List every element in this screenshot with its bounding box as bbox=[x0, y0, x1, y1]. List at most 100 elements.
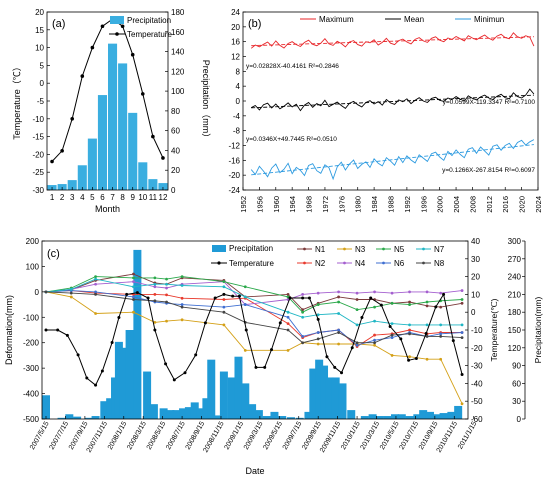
temperature-point bbox=[254, 365, 258, 369]
deformation-line-n1 bbox=[45, 273, 463, 311]
y2-tick-label: 20 bbox=[171, 166, 180, 175]
deformation-point-n2 bbox=[165, 293, 168, 297]
precip-bar bbox=[118, 63, 128, 190]
temperature-point bbox=[350, 346, 354, 350]
deformation-point-n5 bbox=[373, 305, 376, 309]
legend-label-n5: N5 bbox=[394, 245, 405, 254]
y-axis-title: Deformation(mm) bbox=[4, 295, 14, 365]
temperature-point bbox=[424, 332, 428, 336]
deformation-point-n8 bbox=[337, 331, 340, 334]
temperature-point bbox=[172, 378, 176, 382]
deformation-point-n6 bbox=[94, 290, 97, 294]
deformation-point-n3 bbox=[94, 312, 97, 315]
precip-bar bbox=[270, 411, 279, 419]
legend-swatch-precip bbox=[110, 16, 124, 24]
precip-bar bbox=[196, 408, 205, 419]
temperature-point bbox=[164, 362, 168, 366]
legend-label-temp: Temperature bbox=[127, 30, 172, 39]
y3-axis-title: Precipitation(mm) bbox=[533, 297, 543, 364]
x-tick-label: 7 bbox=[110, 193, 115, 202]
legend-marker-n5 bbox=[382, 247, 385, 251]
x-tick-label: 2009/5/15 bbox=[262, 420, 284, 451]
temperature-point bbox=[288, 296, 292, 300]
y2-tick-label: 120 bbox=[171, 67, 185, 76]
temperature-point bbox=[161, 156, 165, 160]
y2-tick-label: 140 bbox=[171, 48, 185, 57]
deformation-line-n3 bbox=[45, 291, 463, 404]
deformation-line-n2 bbox=[45, 290, 463, 348]
precip-bar bbox=[286, 417, 295, 419]
deformation-point-n3 bbox=[180, 318, 184, 322]
deformation-point-n5 bbox=[408, 303, 411, 306]
y-tick-label: 0 bbox=[35, 288, 40, 297]
y-tick-label: -200 bbox=[23, 339, 40, 348]
precip-bar bbox=[114, 341, 123, 419]
y2-tick-label: 160 bbox=[171, 28, 185, 37]
precip-bar bbox=[425, 411, 434, 419]
deformation-point-n8 bbox=[316, 337, 320, 341]
y3-tick-label: 150 bbox=[508, 326, 522, 335]
precip-bar bbox=[439, 413, 448, 419]
y2-tick-label: 40 bbox=[471, 237, 480, 246]
panel-label: (c) bbox=[47, 248, 60, 260]
y-tick-label: -12 bbox=[228, 142, 240, 151]
deformation-point-n1 bbox=[460, 301, 464, 305]
legend-marker-n2 bbox=[303, 261, 306, 265]
y-tick-label: 16 bbox=[231, 38, 240, 47]
temperature-point bbox=[94, 383, 98, 387]
precip-bar bbox=[241, 383, 250, 419]
precip-bar bbox=[149, 404, 158, 419]
x-tick-label: 2009/11/15 bbox=[319, 420, 342, 453]
precip-bar bbox=[77, 165, 87, 190]
temperature-point bbox=[307, 296, 311, 300]
deformation-point-n6 bbox=[390, 336, 394, 340]
x-tick-label: 5 bbox=[90, 193, 95, 202]
deformation-point-n4 bbox=[301, 293, 305, 296]
deformation-point-n3 bbox=[165, 319, 168, 323]
deformation-point-n3 bbox=[243, 348, 247, 352]
deformation-point-n7 bbox=[390, 322, 394, 326]
y-tick-label: 12 bbox=[231, 53, 240, 62]
deformation-point-n6 bbox=[373, 338, 376, 342]
deformation-point-n1 bbox=[355, 298, 359, 301]
deformation-point-n8 bbox=[408, 332, 411, 336]
temperature-point bbox=[100, 24, 105, 29]
deformation-point-n8 bbox=[373, 341, 376, 345]
x-tick-label: 2010/3/15 bbox=[360, 420, 382, 451]
precip-bar bbox=[360, 416, 369, 419]
precip-bar bbox=[295, 417, 304, 419]
deformation-point-n3 bbox=[390, 354, 394, 357]
equation-label: y=0.02828X-40.4161 R²=0.2846 bbox=[246, 63, 339, 70]
y2-tick-label: -10 bbox=[471, 326, 483, 335]
deformation-point-n3 bbox=[337, 342, 340, 346]
deformation-point-n1 bbox=[132, 272, 135, 276]
x-tick-label: 2 bbox=[60, 193, 65, 202]
precip-bar bbox=[202, 398, 211, 419]
deformation-point-n5 bbox=[243, 285, 247, 289]
temperature-point bbox=[399, 337, 403, 341]
legend-label-mean: Mean bbox=[404, 15, 424, 24]
y-tick-label: -30 bbox=[32, 186, 44, 195]
temperature-point bbox=[130, 52, 135, 57]
panel-c-deformation-timeseries: -500-400-300-200-1000100200-60-50-40-30-… bbox=[4, 237, 543, 476]
deformation-point-n7 bbox=[460, 323, 464, 327]
temperature-point bbox=[110, 340, 114, 344]
precip-bar bbox=[184, 407, 193, 419]
deformation-point-n2 bbox=[408, 328, 411, 332]
deformation-line-n8 bbox=[45, 291, 463, 344]
precip-bar bbox=[454, 405, 463, 419]
precip-bar bbox=[397, 414, 406, 419]
precip-bar bbox=[91, 416, 100, 419]
temperature-point bbox=[140, 92, 145, 96]
x-tick-label: 1956 bbox=[255, 196, 264, 213]
y-tick-label: -16 bbox=[228, 156, 240, 165]
y2-tick-label: 40 bbox=[171, 146, 180, 155]
x-tick-label: 1984 bbox=[370, 196, 379, 213]
y-tick-label: 4 bbox=[236, 82, 241, 91]
deformation-point-n1 bbox=[337, 295, 340, 299]
y-tick-label: -300 bbox=[23, 364, 40, 373]
precip-bar bbox=[166, 410, 175, 419]
x-axis-title: Date bbox=[245, 466, 264, 476]
deformation-point-n5 bbox=[153, 276, 157, 280]
x-tick-label: 2024 bbox=[534, 196, 543, 213]
